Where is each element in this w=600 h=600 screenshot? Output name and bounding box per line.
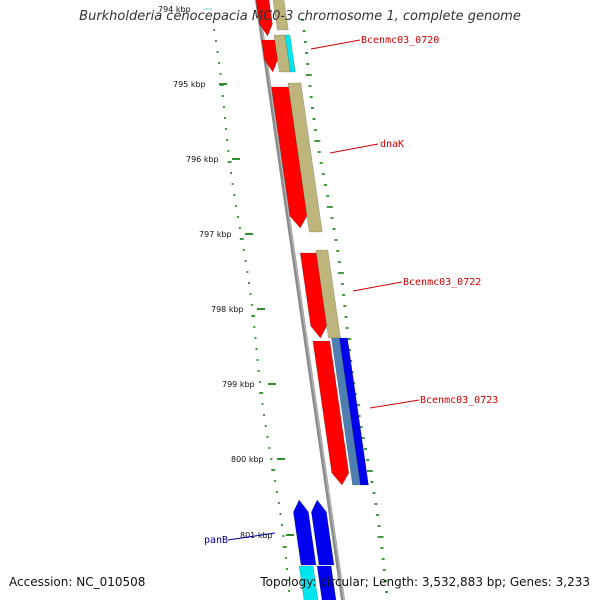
cds-feature [316, 565, 337, 600]
scale-label: 798 kbp [211, 305, 244, 314]
chromosome-backbone [255, 0, 345, 600]
cds-feature [311, 499, 335, 566]
map-title: Burkholderia cenocepacia MC0-3 chromosom… [79, 9, 521, 24]
callout-leader [329, 143, 379, 154]
gene-label: panB [204, 535, 228, 546]
gene-feature [287, 82, 323, 233]
callout-leader [352, 281, 403, 292]
gene-feature [272, 0, 289, 31]
chromosome-backbone-highlight [257, 0, 345, 600]
scale-ticks: 794 kbp 795 kbp 796 kbp 797 kbp 798 kbp 799 k… [158, 5, 294, 540]
cds-feature [255, 0, 273, 37]
callout-leader [369, 399, 420, 409]
gene-callouts: Bcenmc03_0720 dnaK Bcenmc03_0722 Bcenmc03_0… [204, 35, 498, 546]
gene-feature [339, 337, 369, 486]
scale-label: 794 kbp [158, 5, 191, 14]
genome-summary: Topology: circular; Length: 3,532,883 bp… [260, 575, 590, 589]
cds-feature [299, 252, 328, 339]
callout-leader [227, 532, 276, 541]
gene-label: Bcenmc03_0722 [403, 277, 481, 288]
gene-label: dnaK [380, 139, 404, 150]
scale-label: 800 kbp [231, 455, 264, 464]
scale-label: 795 kbp [173, 80, 206, 89]
scale-label: 796 kbp [186, 155, 219, 164]
accession-label: Accession: NC_010508 [9, 575, 146, 589]
cds-feature [293, 499, 317, 566]
scale-label: 797 kbp [199, 230, 232, 239]
gene-feature [273, 34, 291, 73]
gene-label: Bcenmc03_0723 [420, 395, 498, 406]
gc-content-ticks [213, 19, 389, 593]
gene-label: Bcenmc03_0720 [361, 35, 439, 46]
cds-feature [312, 340, 350, 486]
cds-feature [298, 565, 319, 600]
scale-label: 799 kbp [222, 380, 255, 389]
feature-track [255, 0, 369, 600]
cds-feature [261, 39, 278, 73]
callout-leader [310, 39, 361, 50]
cds-feature [271, 86, 308, 229]
